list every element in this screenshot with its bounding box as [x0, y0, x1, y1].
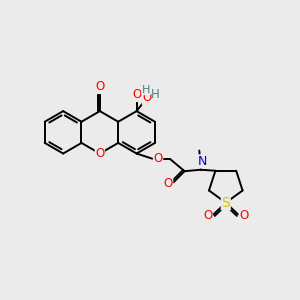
Text: O: O: [153, 152, 163, 165]
Text: N: N: [198, 155, 207, 168]
Text: O: O: [164, 177, 173, 190]
Text: O: O: [239, 209, 248, 223]
Text: O: O: [132, 88, 141, 101]
Text: H: H: [151, 88, 160, 101]
Text: O: O: [203, 209, 212, 223]
Text: O: O: [142, 92, 152, 104]
Text: S: S: [221, 196, 230, 210]
Text: O: O: [95, 147, 104, 160]
Text: H: H: [142, 85, 150, 94]
Text: O: O: [95, 80, 104, 94]
